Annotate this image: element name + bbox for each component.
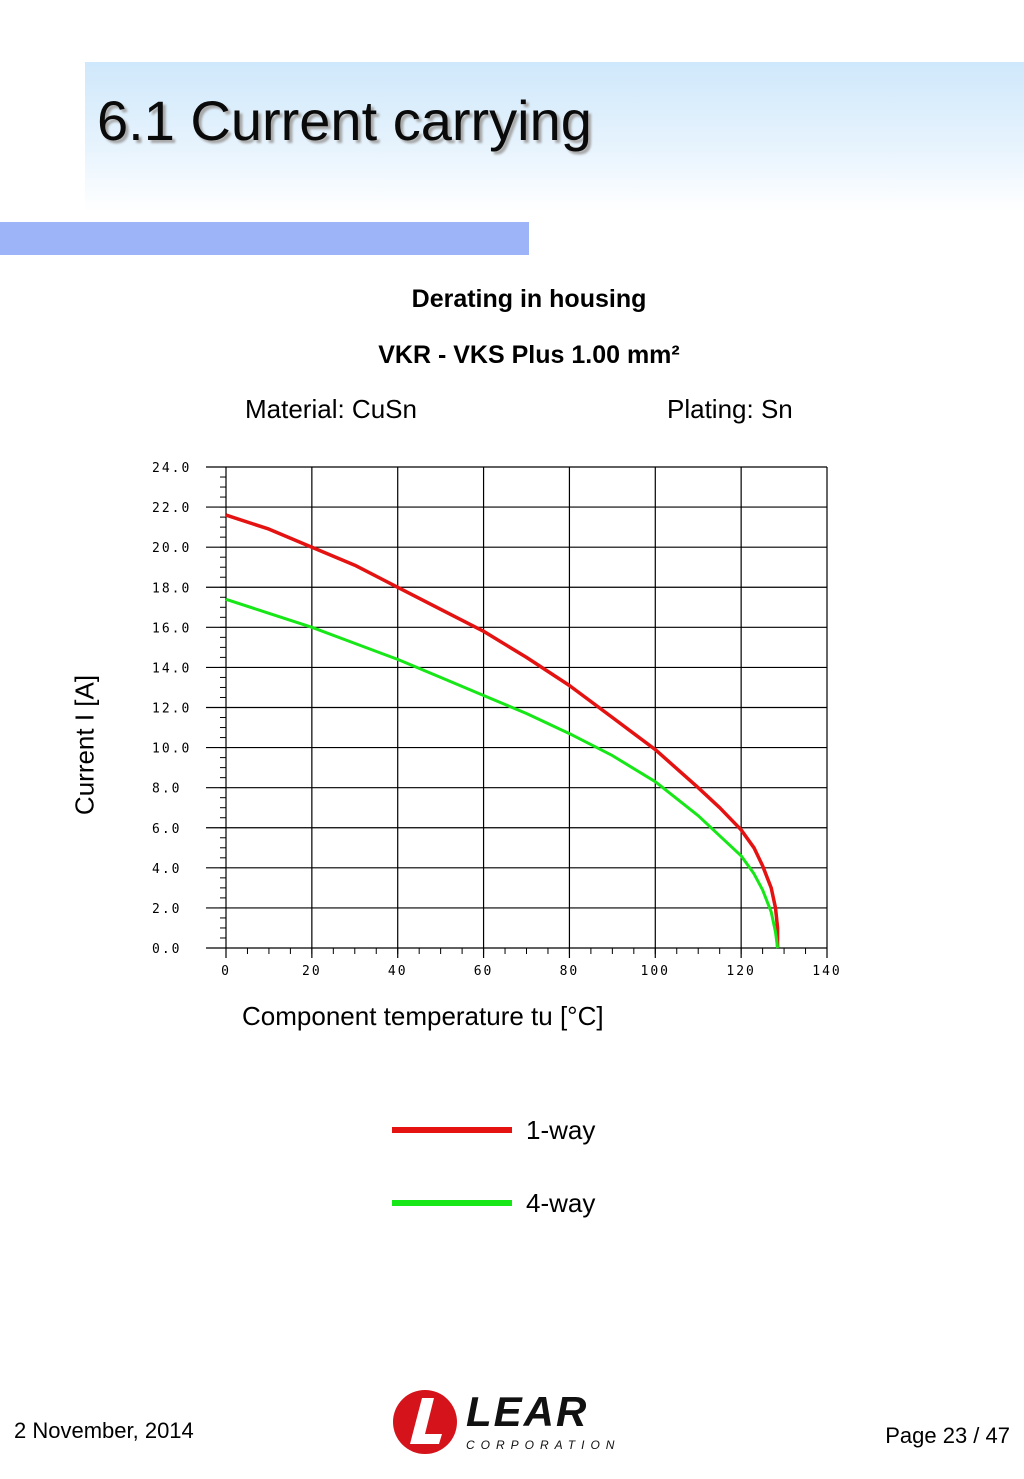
x-tick-label: 60 bbox=[474, 964, 494, 979]
x-tick-label: 120 bbox=[726, 964, 755, 979]
legend-label-1-way: 1-way bbox=[526, 1115, 596, 1145]
y-tick-label: 12.0 bbox=[152, 702, 191, 717]
title-band bbox=[85, 62, 1024, 212]
x-axis-label: Component temperature tu [°C] bbox=[242, 1001, 604, 1031]
y-tick-label: 24.0 bbox=[152, 461, 191, 476]
lear-logo-icon bbox=[393, 1390, 457, 1454]
lear-logo: LEAR CORPORATION bbox=[392, 1386, 632, 1458]
page-title: 6.1 Current carrying bbox=[97, 89, 592, 152]
x-tick-label: 100 bbox=[641, 964, 670, 979]
derating-chart: 0.0 2.0 4.0 6.0 8.0 10.0 12.0 14.0 16.0 18.0 20.0 2… bbox=[152, 461, 841, 979]
plating-label: Plating: Sn bbox=[667, 394, 793, 424]
legend-swatch-1-way bbox=[392, 1127, 512, 1133]
y-tick-label: 20.0 bbox=[152, 541, 191, 556]
y-tick-label: 18.0 bbox=[152, 581, 191, 596]
y-axis-label: Current I [A] bbox=[69, 674, 100, 816]
x-tick-label: 140 bbox=[812, 964, 841, 979]
y-tick-label: 8.0 bbox=[152, 782, 181, 797]
logo-subtext: CORPORATION bbox=[466, 1438, 621, 1452]
x-tick-label: 80 bbox=[560, 964, 580, 979]
y-tick-label: 4.0 bbox=[152, 862, 181, 877]
x-tick-label: 40 bbox=[388, 964, 408, 979]
material-label: Material: CuSn bbox=[245, 394, 417, 424]
footer-page-number: Page 23 / 47 bbox=[885, 1423, 1010, 1448]
y-tick-label: 16.0 bbox=[152, 621, 191, 636]
x-tick-label: 0 bbox=[221, 964, 231, 979]
legend-swatch-4-way bbox=[392, 1200, 512, 1206]
series-line-4-way bbox=[225, 597, 780, 949]
legend-label-4-way: 4-way bbox=[526, 1188, 596, 1218]
logo-text: LEAR bbox=[466, 1388, 589, 1435]
chart-subtitle: VKR - VKS Plus 1.00 mm² bbox=[378, 341, 680, 369]
y-tick-label: 0.0 bbox=[152, 942, 181, 957]
accent-bar bbox=[0, 222, 529, 255]
y-tick-label: 14.0 bbox=[152, 661, 191, 676]
footer-date: 2 November, 2014 bbox=[14, 1418, 194, 1443]
y-tick-label: 6.0 bbox=[152, 822, 181, 837]
y-tick-label: 2.0 bbox=[152, 902, 181, 917]
x-tick-label: 20 bbox=[302, 964, 322, 979]
y-tick-label: 10.0 bbox=[152, 742, 191, 757]
series-line-1-way bbox=[225, 513, 780, 948]
chart-title: Derating in housing bbox=[411, 285, 647, 313]
y-tick-label: 22.0 bbox=[152, 501, 191, 516]
